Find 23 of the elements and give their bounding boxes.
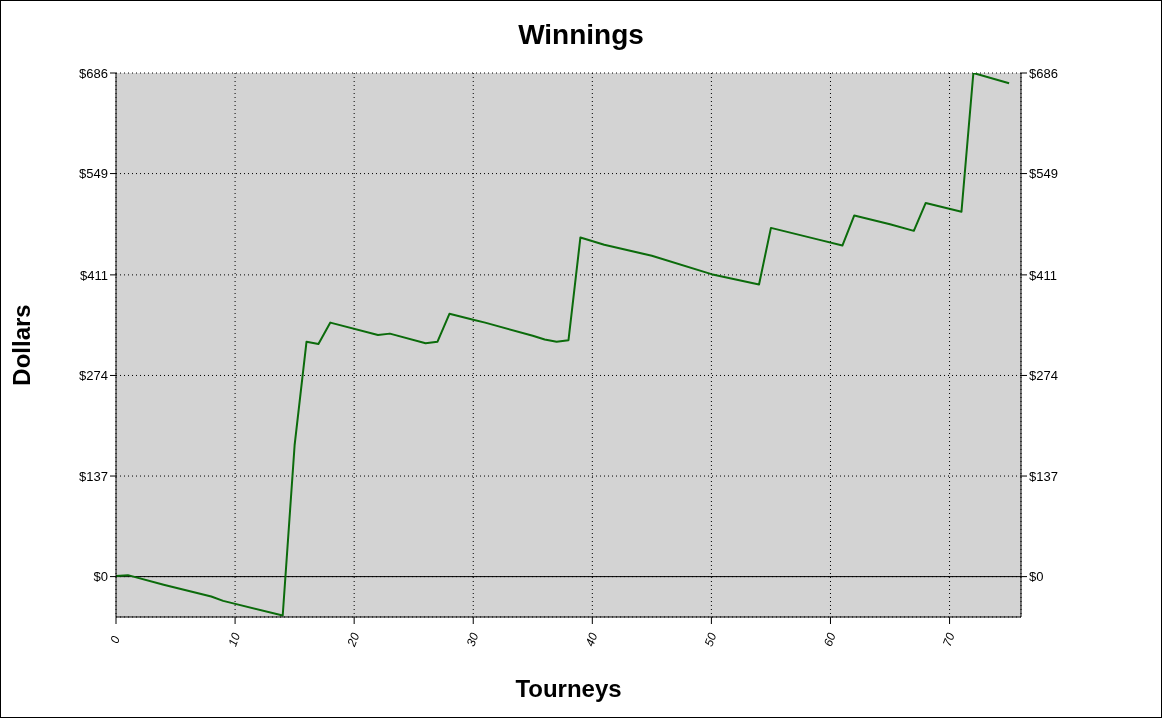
x-tick-label: 30 — [463, 630, 482, 649]
y-tick-label: $549 — [79, 166, 108, 182]
x-tick-label: 60 — [820, 630, 839, 649]
x-tick-label: 0 — [107, 633, 124, 646]
x-axis-title: Tourneys — [515, 675, 622, 702]
y2-tick-label: $686 — [1029, 65, 1058, 81]
x-tick-label: 50 — [701, 630, 720, 649]
chart-title: Winnings — [517, 19, 645, 51]
y-tick-label: $0 — [93, 569, 108, 585]
y2-tick-label: $549 — [1029, 166, 1058, 182]
y-tick-label: $686 — [79, 65, 108, 81]
y2-tick-label: $137 — [1029, 468, 1058, 484]
y2-tick-label: $0 — [1029, 569, 1044, 585]
y2-tick-label: $411 — [1029, 267, 1057, 283]
x-tick-label: 20 — [344, 630, 363, 650]
x-tick-label: 70 — [939, 630, 958, 649]
y-tick-label: $274 — [79, 368, 108, 384]
y-tick-label: $411 — [80, 267, 108, 283]
x-tick-label: 10 — [225, 630, 244, 649]
x-tick-label: 40 — [582, 630, 601, 649]
y2-tick-label: $274 — [1029, 368, 1058, 384]
y-axis-title: Dollars — [7, 304, 35, 386]
y-tick-label: $137 — [79, 468, 108, 484]
